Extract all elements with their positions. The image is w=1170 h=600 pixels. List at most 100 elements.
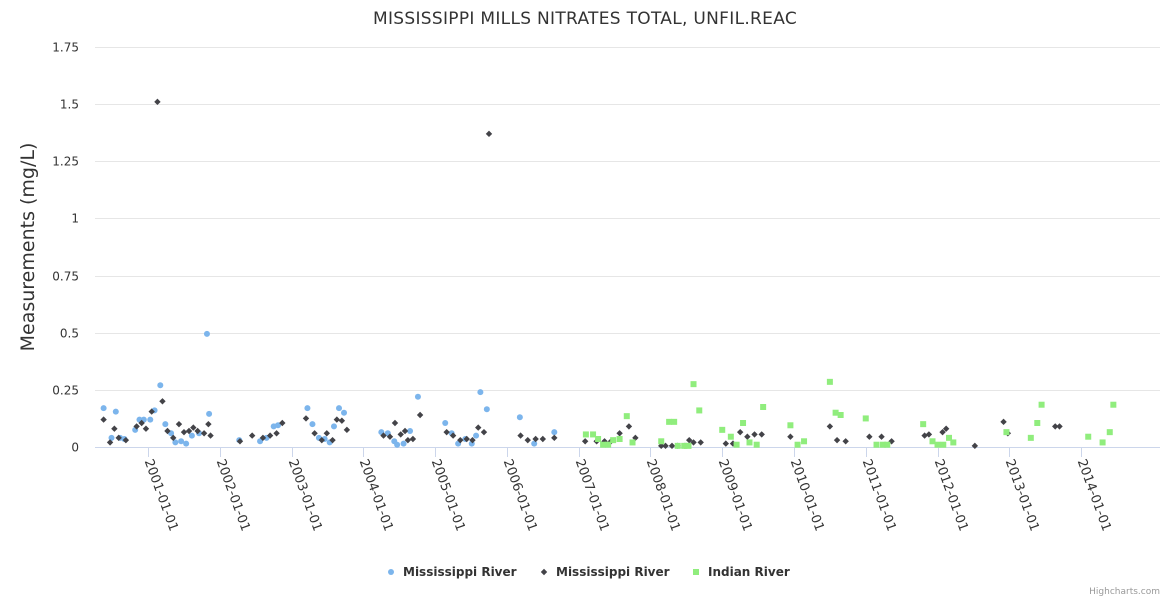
data-point[interactable] — [401, 427, 409, 435]
data-point[interactable] — [142, 425, 150, 432]
data-point[interactable] — [674, 442, 681, 449]
data-point[interactable] — [236, 438, 244, 445]
data-point[interactable] — [934, 441, 941, 448]
data-point[interactable] — [837, 412, 844, 418]
data-point[interactable] — [442, 420, 449, 426]
data-point[interactable] — [148, 408, 155, 415]
data-point[interactable] — [183, 440, 190, 447]
credits-link[interactable]: Highcharts.com — [1089, 587, 1160, 597]
data-point[interactable] — [842, 438, 849, 445]
data-point[interactable] — [685, 442, 692, 449]
data-point[interactable] — [690, 439, 697, 446]
data-point[interactable] — [273, 430, 280, 437]
data-point[interactable] — [206, 410, 213, 417]
data-point[interactable] — [309, 421, 316, 428]
data-point[interactable] — [330, 423, 337, 430]
data-point[interactable] — [162, 421, 169, 428]
data-point[interactable] — [333, 416, 341, 423]
data-point[interactable] — [879, 441, 886, 448]
data-point[interactable] — [929, 438, 936, 445]
data-point[interactable] — [190, 424, 197, 431]
data-point[interactable] — [397, 431, 404, 438]
data-point[interactable] — [279, 419, 286, 427]
data-point[interactable] — [662, 442, 669, 450]
data-point[interactable] — [733, 441, 740, 448]
data-point[interactable] — [257, 438, 264, 445]
data-point[interactable] — [539, 435, 547, 443]
data-point[interactable] — [477, 389, 484, 396]
legend-item-mississippi-river-diamond[interactable]: Mississippi River — [540, 565, 670, 579]
data-point[interactable] — [329, 436, 336, 444]
data-point[interactable] — [463, 435, 470, 443]
data-point[interactable] — [616, 436, 623, 442]
data-point[interactable] — [1110, 401, 1117, 408]
data-point[interactable] — [939, 428, 946, 436]
data-point[interactable] — [658, 442, 665, 450]
data-point[interactable] — [1085, 433, 1092, 440]
data-point[interactable] — [336, 405, 343, 412]
data-point[interactable] — [787, 433, 794, 440]
data-point[interactable] — [207, 432, 214, 439]
data-point[interactable] — [826, 378, 833, 385]
data-point[interactable] — [404, 436, 412, 444]
data-point[interactable] — [801, 438, 808, 445]
data-point[interactable] — [686, 436, 693, 444]
data-point[interactable] — [185, 427, 193, 435]
data-point[interactable] — [391, 419, 399, 427]
data-point[interactable] — [1099, 439, 1106, 446]
data-point[interactable] — [485, 130, 493, 138]
data-point[interactable] — [386, 433, 394, 440]
data-point[interactable] — [590, 431, 597, 438]
data-point[interactable] — [517, 432, 524, 439]
data-point[interactable] — [266, 432, 274, 439]
data-point[interactable] — [610, 437, 617, 444]
data-point[interactable] — [787, 422, 794, 429]
data-point[interactable] — [697, 439, 704, 446]
data-point[interactable] — [100, 416, 107, 423]
data-point[interactable] — [259, 434, 267, 442]
data-point[interactable] — [457, 436, 464, 444]
data-point[interactable] — [832, 409, 839, 416]
data-point[interactable] — [473, 432, 480, 439]
data-point[interactable] — [658, 438, 665, 445]
data-point[interactable] — [194, 427, 201, 435]
data-point[interactable] — [480, 428, 488, 436]
data-point[interactable] — [671, 418, 678, 425]
data-point[interactable] — [1038, 401, 1045, 408]
data-point[interactable] — [164, 427, 171, 435]
data-point[interactable] — [744, 433, 751, 440]
data-point[interactable] — [950, 439, 957, 446]
data-point[interactable] — [696, 407, 703, 414]
data-point[interactable] — [736, 428, 744, 436]
data-point[interactable] — [681, 442, 688, 449]
data-point[interactable] — [275, 422, 282, 429]
data-point[interactable] — [794, 441, 801, 448]
data-point[interactable] — [112, 408, 119, 415]
data-point[interactable] — [551, 429, 558, 436]
data-point[interactable] — [1027, 434, 1034, 441]
data-point[interactable] — [753, 441, 760, 448]
data-point[interactable] — [407, 428, 414, 434]
data-point[interactable] — [318, 436, 325, 444]
data-point[interactable] — [311, 430, 318, 437]
data-point[interactable] — [632, 434, 639, 442]
data-point[interactable] — [133, 423, 140, 430]
data-point[interactable] — [1000, 418, 1007, 426]
data-point[interactable] — [1106, 429, 1113, 436]
data-point[interactable] — [884, 441, 891, 448]
data-point[interactable] — [400, 440, 407, 447]
legend-symbol[interactable] — [540, 568, 548, 576]
data-point[interactable] — [154, 98, 161, 106]
data-point[interactable] — [443, 428, 450, 436]
data-point[interactable] — [582, 431, 589, 438]
data-point[interactable] — [302, 415, 310, 422]
data-point[interactable] — [668, 442, 676, 450]
data-point[interactable] — [740, 420, 747, 426]
data-point[interactable] — [172, 439, 179, 446]
data-point[interactable] — [629, 439, 636, 446]
data-point[interactable] — [940, 441, 947, 448]
legend-symbol[interactable] — [388, 569, 394, 575]
data-point[interactable] — [946, 434, 953, 441]
legend-item-indian-river-square[interactable]: Indian River — [693, 565, 790, 579]
data-point[interactable] — [758, 431, 765, 438]
